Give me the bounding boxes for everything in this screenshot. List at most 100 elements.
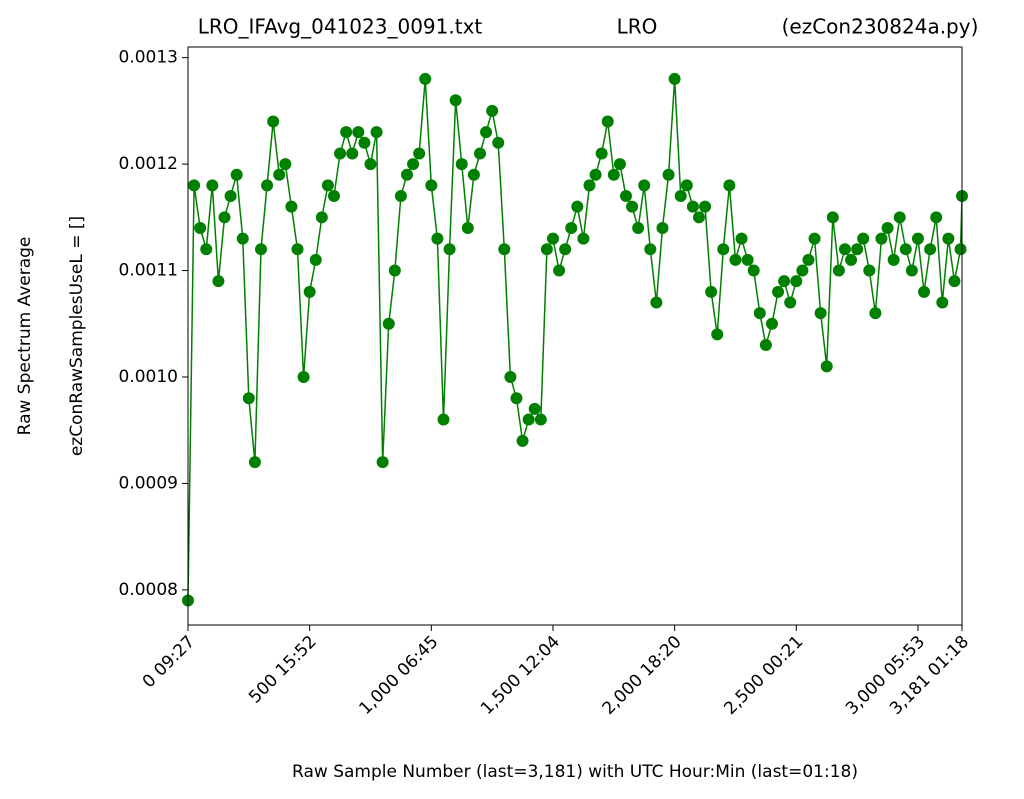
data-point bbox=[692, 211, 705, 224]
data-point bbox=[619, 190, 632, 203]
data-point bbox=[905, 264, 918, 277]
data-point bbox=[613, 158, 626, 171]
data-point bbox=[662, 168, 675, 181]
data-point bbox=[388, 264, 401, 277]
y-axis-label: ezConRawSamplesUseL = [] bbox=[67, 216, 87, 456]
data-point bbox=[680, 179, 693, 192]
data-point bbox=[254, 243, 267, 256]
data-point bbox=[200, 243, 213, 256]
y-tick-label: 0.0012 bbox=[119, 154, 178, 174]
chart-title: (ezCon230824a.py) bbox=[782, 15, 979, 39]
data-point bbox=[346, 147, 359, 160]
data-point bbox=[455, 158, 468, 171]
data-point bbox=[449, 94, 462, 107]
data-point bbox=[571, 200, 584, 213]
data-point bbox=[261, 179, 274, 192]
data-point bbox=[230, 168, 243, 181]
data-point bbox=[273, 168, 286, 181]
data-point bbox=[650, 296, 663, 309]
y-axis-label: Raw Spectrum Average bbox=[15, 237, 35, 436]
data-point bbox=[291, 243, 304, 256]
data-point bbox=[699, 200, 712, 213]
x-tick-label: 500 15:52 bbox=[245, 632, 321, 708]
data-point bbox=[632, 221, 645, 234]
data-point bbox=[206, 179, 219, 192]
data-point bbox=[431, 232, 444, 245]
data-point bbox=[863, 264, 876, 277]
data-point bbox=[717, 243, 730, 256]
data-point bbox=[467, 168, 480, 181]
data-point bbox=[711, 328, 724, 341]
data-point bbox=[218, 211, 231, 224]
data-point bbox=[942, 232, 955, 245]
data-point bbox=[899, 243, 912, 256]
data-point bbox=[954, 243, 967, 256]
data-point bbox=[845, 253, 858, 266]
data-point bbox=[802, 253, 815, 266]
data-point bbox=[790, 275, 803, 288]
data-point bbox=[881, 221, 894, 234]
data-point bbox=[765, 317, 778, 330]
data-point bbox=[224, 190, 237, 203]
x-axis-label: Raw Sample Number (last=3,181) with UTC … bbox=[292, 762, 858, 782]
data-point bbox=[480, 126, 493, 139]
data-point bbox=[297, 370, 310, 383]
data-point bbox=[321, 179, 334, 192]
data-point bbox=[528, 402, 541, 415]
data-point bbox=[674, 190, 687, 203]
data-point bbox=[626, 200, 639, 213]
data-point bbox=[887, 253, 900, 266]
data-point bbox=[936, 296, 949, 309]
data-point bbox=[327, 190, 340, 203]
data-point bbox=[601, 115, 614, 128]
data-point bbox=[911, 232, 924, 245]
data-point bbox=[924, 243, 937, 256]
data-point bbox=[857, 232, 870, 245]
data-point bbox=[358, 136, 371, 149]
x-tick-label: 1,500 12:04 bbox=[477, 632, 564, 719]
data-point bbox=[838, 243, 851, 256]
data-point bbox=[486, 104, 499, 117]
data-point bbox=[443, 243, 456, 256]
data-point bbox=[735, 232, 748, 245]
data-point bbox=[607, 168, 620, 181]
data-point bbox=[279, 158, 292, 171]
data-point bbox=[370, 126, 383, 139]
x-tick-label: 1,000 06:45 bbox=[355, 632, 442, 719]
data-point bbox=[248, 456, 261, 469]
data-point bbox=[382, 317, 395, 330]
data-point bbox=[419, 72, 432, 85]
data-point bbox=[540, 243, 553, 256]
data-point bbox=[583, 179, 596, 192]
data-point bbox=[759, 339, 772, 352]
data-point bbox=[851, 243, 864, 256]
y-tick-label: 0.0013 bbox=[119, 48, 178, 68]
data-point bbox=[236, 232, 249, 245]
data-point bbox=[893, 211, 906, 224]
data-point bbox=[796, 264, 809, 277]
data-point bbox=[772, 285, 785, 298]
data-point bbox=[425, 179, 438, 192]
data-point bbox=[376, 456, 389, 469]
data-point bbox=[315, 211, 328, 224]
data-point bbox=[826, 211, 839, 224]
data-point bbox=[820, 360, 833, 373]
data-point bbox=[437, 413, 450, 426]
data-point bbox=[546, 232, 559, 245]
data-point bbox=[194, 221, 207, 234]
data-point bbox=[492, 136, 505, 149]
data-point bbox=[705, 285, 718, 298]
data-point bbox=[729, 253, 742, 266]
data-point bbox=[352, 126, 365, 139]
data-point bbox=[400, 168, 413, 181]
data-point bbox=[875, 232, 888, 245]
data-point bbox=[747, 264, 760, 277]
chart-title: LRO_IFAvg_041023_0091.txt bbox=[198, 15, 483, 39]
data-point bbox=[668, 72, 681, 85]
y-tick-label: 0.0009 bbox=[119, 473, 178, 493]
data-point bbox=[869, 307, 882, 320]
data-point bbox=[516, 434, 529, 447]
data-point bbox=[394, 190, 407, 203]
y-tick-label: 0.0010 bbox=[119, 367, 178, 387]
